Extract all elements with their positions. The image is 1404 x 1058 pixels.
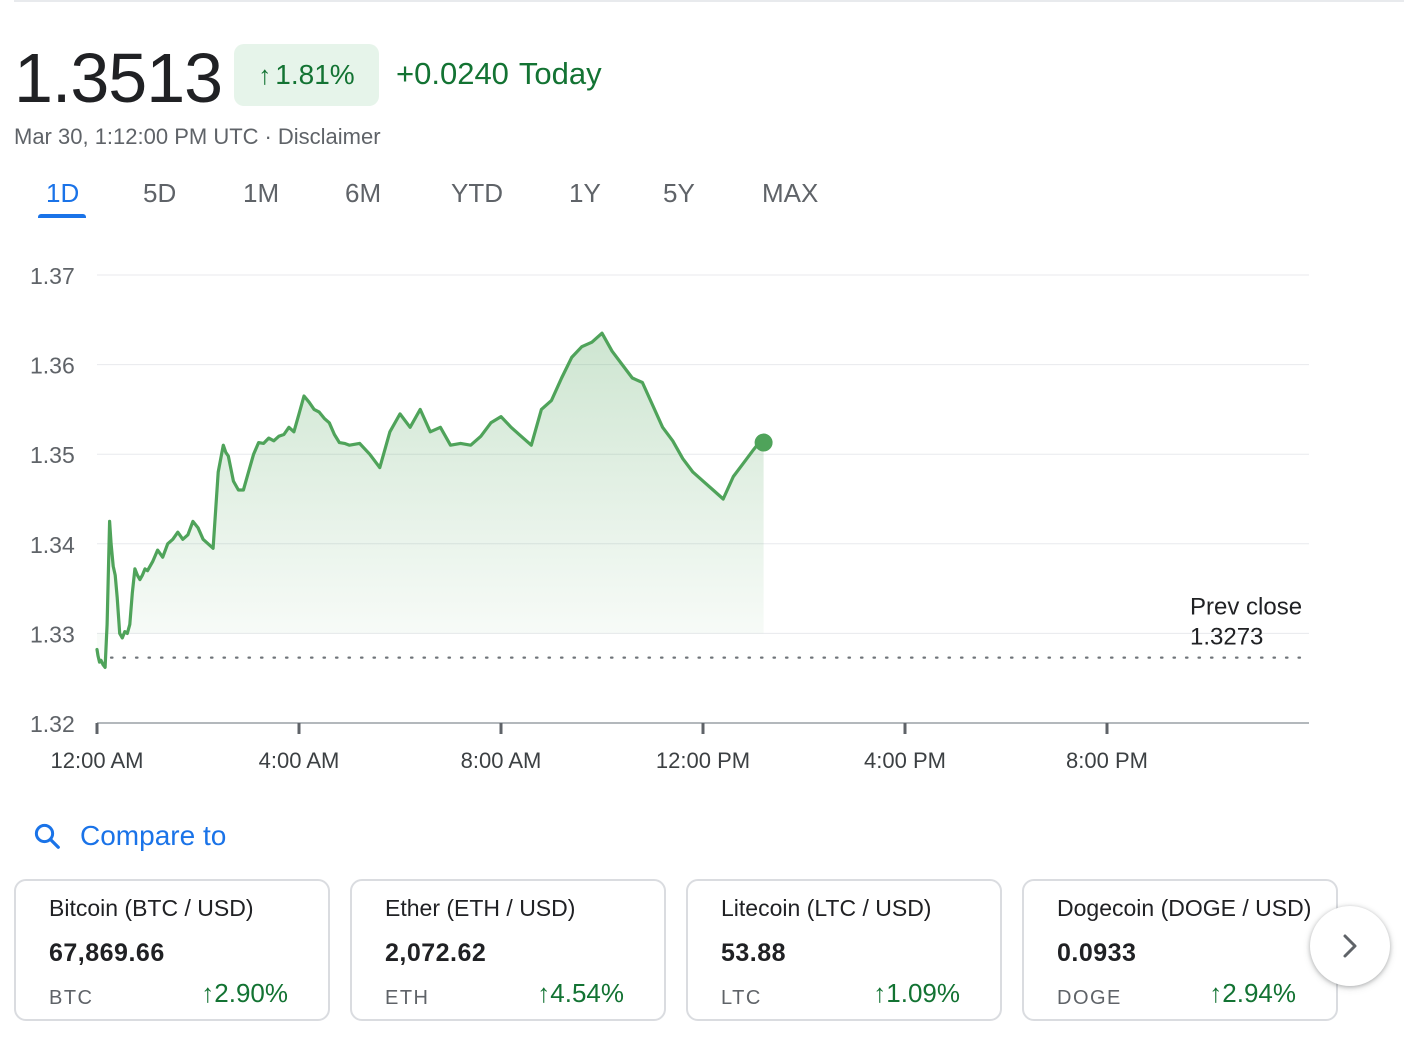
arrow-up-icon: ↑ xyxy=(201,978,215,1008)
prev-close-label: Prev close xyxy=(1190,594,1302,621)
card-dogecoin[interactable]: Dogecoin (DOGE / USD) 0.0933 DOGE ↑2.94% xyxy=(1022,879,1338,1021)
x-tick-label: 12:00 AM xyxy=(51,748,144,773)
y-tick-label: 1.32 xyxy=(30,711,75,737)
card-change-value: 4.54% xyxy=(550,978,624,1008)
change-percent: 1.81% xyxy=(275,59,355,90)
tab-5d[interactable]: 5D xyxy=(143,178,177,208)
x-tick-label: 4:00 PM xyxy=(864,748,946,773)
next-cards-button[interactable] xyxy=(1310,906,1390,986)
card-change-value: 2.94% xyxy=(1222,978,1296,1008)
card-litecoin[interactable]: Litecoin (LTC / USD) 53.88 LTC ↑1.09% xyxy=(686,879,1002,1021)
tab-1y[interactable]: 1Y xyxy=(569,178,601,208)
quote-meta: Mar 30, 1:12:00 PM UTC · Disclaimer xyxy=(14,124,381,150)
price-chart[interactable]: 1.37 1.36 1.35 1.34 1.33 1.32 12:00 AM 4:00 AM 8… xyxy=(0,240,1404,800)
tab-6m[interactable]: 6M xyxy=(345,178,382,208)
series-line xyxy=(95,331,766,669)
card-ether[interactable]: Ether (ETH / USD) 2,072.62 ETH ↑4.54% xyxy=(350,879,666,1021)
card-name: Litecoin (LTC / USD) xyxy=(721,895,932,921)
prev-close-value: 1.3273 xyxy=(1190,624,1263,651)
change-period: Today xyxy=(518,56,602,91)
card-change: ↑2.94% xyxy=(1209,978,1296,1009)
current-price-marker xyxy=(754,433,773,452)
card-symbol: ETH xyxy=(385,987,430,1009)
x-tick-label: 8:00 PM xyxy=(1066,748,1148,773)
compare-to-button[interactable]: Compare to xyxy=(32,816,226,856)
card-symbol: BTC xyxy=(49,987,94,1009)
card-value: 2,072.62 xyxy=(385,939,487,967)
arrow-up-icon: ↑ xyxy=(537,978,551,1008)
y-tick-label: 1.35 xyxy=(30,442,75,468)
change-value: +0.0240 xyxy=(396,56,509,91)
y-tick-label: 1.37 xyxy=(30,263,75,289)
y-tick-label: 1.36 xyxy=(30,353,75,379)
card-value: 67,869.66 xyxy=(49,939,165,967)
range-tabs: 1D 5D 1M 6M YTD 1Y 5Y MAX xyxy=(0,172,900,220)
x-tick-label: 8:00 AM xyxy=(461,748,542,773)
change-absolute: +0.0240 Today xyxy=(396,56,602,92)
arrow-up-icon: ↑ xyxy=(1209,978,1223,1008)
card-change: ↑2.90% xyxy=(201,978,288,1009)
tab-1d[interactable]: 1D xyxy=(46,178,80,208)
quote-timestamp: Mar 30, 1:12:00 PM UTC xyxy=(14,124,259,149)
chevron-right-icon xyxy=(1343,934,1357,958)
card-symbol: DOGE xyxy=(1057,987,1122,1009)
card-value: 0.0933 xyxy=(1057,939,1137,967)
card-name: Ether (ETH / USD) xyxy=(385,895,576,921)
arrow-up-icon: ↑ xyxy=(873,978,887,1008)
y-tick-label: 1.33 xyxy=(30,621,75,647)
x-tick-label: 12:00 PM xyxy=(656,748,750,773)
card-change-value: 2.90% xyxy=(214,978,288,1008)
card-change-value: 1.09% xyxy=(886,978,960,1008)
card-value: 53.88 xyxy=(721,939,787,967)
tab-max[interactable]: MAX xyxy=(762,178,819,208)
arrow-up-icon: ↑ xyxy=(258,59,272,90)
top-divider xyxy=(14,0,1404,2)
y-tick-label: 1.34 xyxy=(30,532,75,558)
card-name: Bitcoin (BTC / USD) xyxy=(49,895,254,921)
disclaimer-link[interactable]: Disclaimer xyxy=(277,124,381,149)
x-tick-label: 4:00 AM xyxy=(259,748,340,773)
series-area xyxy=(97,333,764,668)
card-name: Dogecoin (DOGE / USD) xyxy=(1057,895,1312,921)
card-change: ↑1.09% xyxy=(873,978,960,1009)
card-change: ↑4.54% xyxy=(537,978,624,1009)
card-symbol: LTC xyxy=(721,987,762,1009)
tab-5y[interactable]: 5Y xyxy=(663,178,695,208)
search-icon xyxy=(34,823,60,849)
tab-1m[interactable]: 1M xyxy=(243,178,280,208)
active-tab-indicator xyxy=(38,214,86,218)
card-bitcoin[interactable]: Bitcoin (BTC / USD) 67,869.66 BTC ↑2.90% xyxy=(14,879,330,1021)
change-percent-badge: ↑ 1.81% xyxy=(234,44,379,106)
current-price: 1.3513 xyxy=(14,39,223,117)
separator-dot: · xyxy=(264,124,272,149)
compare-to-label: Compare to xyxy=(80,820,227,851)
tab-ytd[interactable]: YTD xyxy=(451,178,503,208)
